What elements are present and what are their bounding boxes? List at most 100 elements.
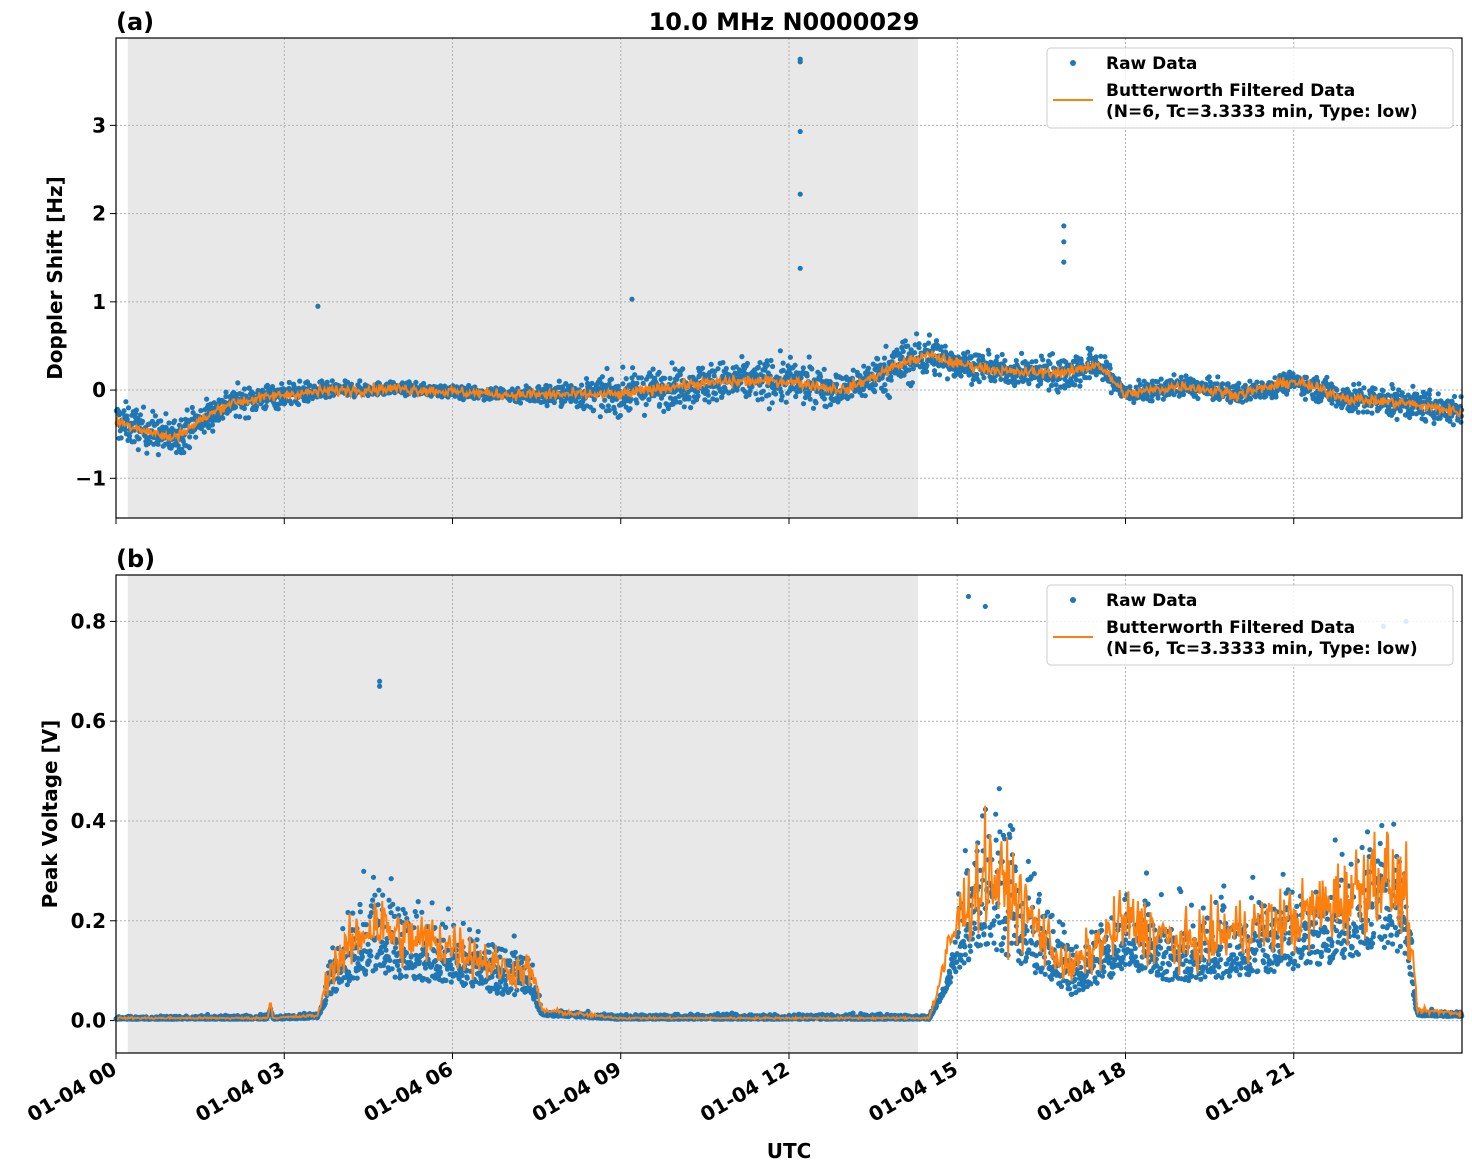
raw-point (254, 404, 259, 409)
raw-point (1381, 388, 1386, 393)
raw-point (986, 351, 991, 356)
raw-point (861, 364, 866, 369)
raw-point (801, 401, 806, 406)
raw-point (389, 876, 394, 881)
raw-point (662, 376, 667, 381)
raw-point (1019, 351, 1024, 356)
raw-point (620, 381, 625, 386)
raw-point (924, 363, 929, 368)
raw-point (668, 376, 673, 381)
raw-point (770, 364, 775, 369)
raw-point (153, 413, 158, 418)
raw-point (350, 911, 355, 916)
raw-point (242, 406, 247, 411)
raw-point (998, 377, 1003, 382)
legend-raw-marker (1070, 60, 1076, 66)
raw-point (624, 376, 629, 381)
raw-point (706, 393, 711, 398)
raw-point (470, 983, 475, 988)
raw-point (380, 893, 385, 898)
raw-point (393, 945, 398, 950)
raw-point (438, 969, 443, 974)
raw-point (1050, 351, 1055, 356)
raw-point (187, 434, 192, 439)
raw-point (1156, 395, 1161, 400)
raw-outlier-point (629, 297, 634, 302)
raw-point (969, 382, 974, 387)
raw-point (416, 899, 421, 904)
raw-point (808, 397, 813, 402)
raw-point (1047, 361, 1052, 366)
raw-point (1179, 375, 1184, 380)
raw-point (1420, 411, 1425, 416)
raw-point (579, 383, 584, 388)
raw-point (1369, 411, 1374, 416)
raw-point (822, 367, 827, 372)
raw-point (512, 992, 517, 997)
raw-point (487, 950, 492, 955)
raw-point (325, 380, 330, 385)
raw-point (1248, 396, 1253, 401)
raw-point (1195, 396, 1200, 401)
raw-point (937, 372, 942, 377)
raw-point (770, 400, 775, 405)
raw-point (497, 984, 502, 989)
raw-point (932, 372, 937, 377)
raw-point (657, 402, 662, 407)
raw-point (140, 419, 145, 424)
raw-outlier-point (798, 192, 803, 197)
raw-point (1365, 409, 1370, 414)
raw-point (235, 380, 240, 385)
raw-point (609, 377, 614, 382)
raw-point (357, 902, 362, 907)
raw-point (426, 978, 431, 983)
raw-point (720, 360, 725, 365)
raw-point (360, 954, 365, 959)
raw-point (805, 373, 810, 378)
raw-point (1356, 410, 1361, 415)
raw-point (404, 974, 409, 979)
raw-point (383, 948, 388, 953)
raw-point (1394, 417, 1399, 422)
raw-point (618, 413, 623, 418)
raw-point (688, 405, 693, 410)
raw-point (642, 413, 647, 418)
raw-point (766, 392, 771, 397)
raw-point (276, 406, 281, 411)
raw-point (1093, 354, 1098, 359)
raw-point (237, 414, 242, 419)
raw-point (119, 435, 124, 440)
raw-point (715, 366, 720, 371)
raw-point (358, 909, 363, 914)
raw-point (530, 962, 535, 967)
raw-point (927, 332, 932, 337)
raw-point (1410, 384, 1415, 389)
raw-point (185, 407, 190, 412)
raw-point (641, 381, 646, 386)
raw-point (136, 447, 141, 452)
raw-point (395, 906, 400, 911)
raw-point (607, 408, 612, 413)
figure-title: 10.0 MHz N0000029 (649, 8, 920, 36)
raw-point (709, 362, 714, 367)
y-tick-label: 0 (92, 378, 106, 402)
raw-outlier-point (798, 266, 803, 271)
raw-point (873, 382, 878, 387)
raw-point (223, 390, 228, 395)
raw-point (700, 366, 705, 371)
raw-point (134, 407, 139, 412)
raw-point (340, 926, 345, 931)
raw-point (651, 367, 656, 372)
raw-point (1056, 390, 1061, 395)
raw-point (992, 378, 997, 383)
raw-point (1002, 358, 1007, 363)
raw-point (187, 445, 192, 450)
raw-point (924, 369, 929, 374)
raw-point (503, 978, 508, 983)
raw-point (1427, 388, 1432, 393)
raw-point (513, 950, 518, 955)
